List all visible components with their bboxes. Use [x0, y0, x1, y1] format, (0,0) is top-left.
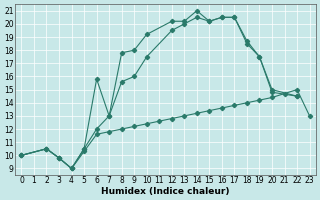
- X-axis label: Humidex (Indice chaleur): Humidex (Indice chaleur): [101, 187, 230, 196]
